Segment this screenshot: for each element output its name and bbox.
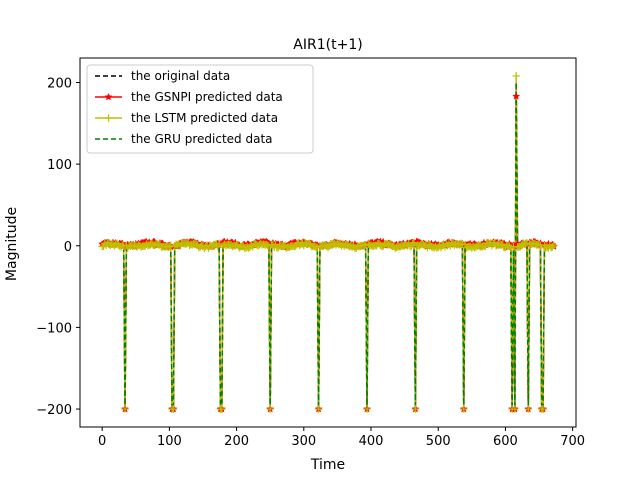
data-point	[539, 405, 547, 413]
x-axis-label: Time	[310, 457, 345, 473]
legend-marker-gsnpi	[104, 92, 113, 101]
series-group	[98, 72, 558, 413]
data-point	[535, 240, 543, 249]
data-point	[266, 405, 275, 413]
legend-marker-lstm	[104, 114, 113, 122]
data-point	[363, 405, 371, 413]
legend: the original data the GSNPI predicted dat…	[86, 64, 314, 154]
data-point	[408, 239, 417, 248]
x-tick-label: 700	[560, 434, 585, 449]
legend-box	[86, 64, 314, 154]
data-point	[524, 405, 533, 413]
axes-frame	[79, 57, 577, 428]
y-tick-label: 200	[47, 76, 72, 91]
legend-label-original: the original data	[131, 69, 230, 83]
x-tick-label: 500	[426, 434, 451, 449]
data-point	[548, 243, 557, 251]
x-tick-label: 100	[157, 434, 182, 449]
data-point	[550, 241, 558, 249]
y-tick-label: 100	[47, 158, 72, 173]
x-tick-label: 0	[98, 434, 106, 449]
data-point	[459, 405, 468, 413]
plot-area: 0 100 200 300 400 500 600 700 −200 −100 0 100 200 the…	[36, 57, 585, 449]
x-tick-label: 400	[359, 434, 384, 449]
data-point	[512, 72, 520, 80]
data-point	[511, 405, 519, 413]
x-tick-label: 200	[224, 434, 249, 449]
data-point	[411, 405, 420, 413]
data-point	[169, 405, 178, 413]
y-tick-label: −100	[36, 321, 72, 336]
data-point	[218, 405, 226, 413]
data-point	[314, 405, 323, 413]
legend-label-gsnpi: the GSNPI predicted data	[131, 90, 283, 104]
data-point	[166, 241, 175, 250]
y-tick-label: −200	[36, 403, 72, 418]
x-tick-label: 600	[493, 434, 518, 449]
markers-lstm	[98, 72, 558, 413]
legend-label-lstm: the LSTM predicted data	[131, 111, 278, 125]
y-tick-label: 0	[64, 240, 72, 255]
legend-label-gru: the GRU predicted data	[131, 132, 273, 146]
y-axis-label: Magnitude	[4, 207, 20, 281]
data-point	[512, 92, 521, 100]
chart-title: AIR1(t+1)	[293, 37, 362, 53]
x-tick-label: 300	[291, 434, 316, 449]
data-point	[457, 239, 465, 248]
data-point	[121, 405, 129, 413]
